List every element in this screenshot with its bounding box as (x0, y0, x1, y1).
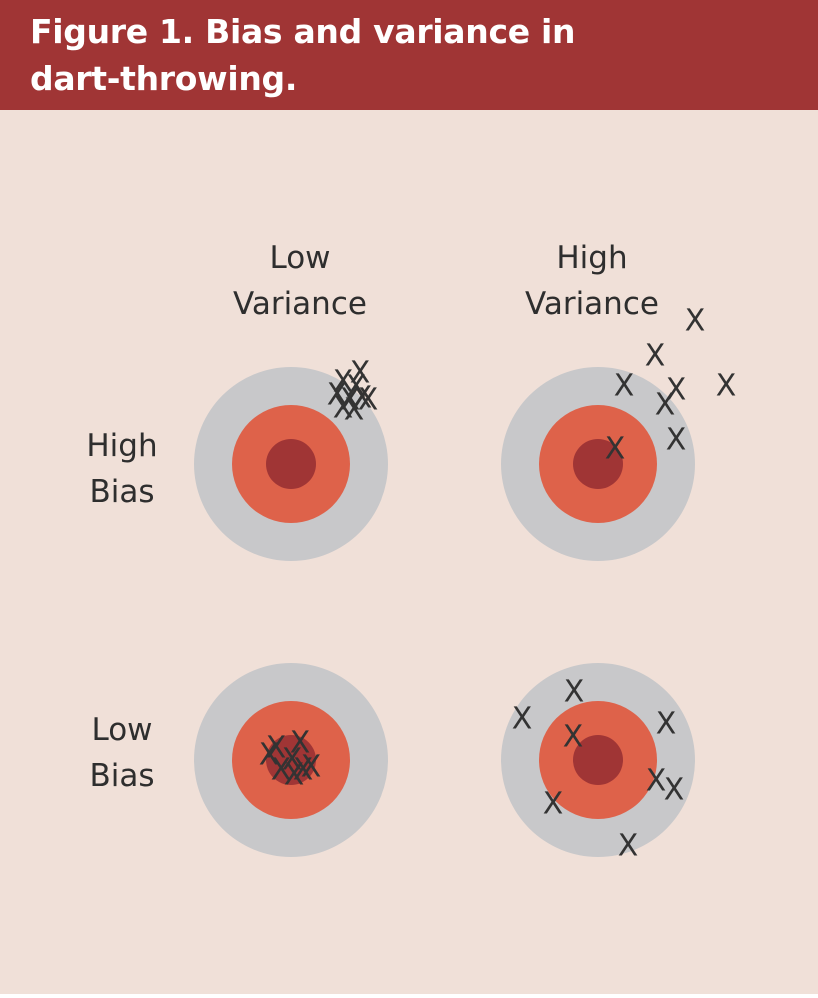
row-label-high-bias: High Bias (86, 428, 158, 510)
title-banner: Figure 1. Bias and variance in dart-thro… (0, 0, 818, 110)
dart-mark: X (358, 383, 379, 418)
dart-mark: X (543, 787, 564, 822)
figure-title-line-1: Figure 1. Bias and variance in (30, 12, 576, 51)
dart-mark: X (666, 373, 687, 408)
dart-mark: X (346, 370, 367, 405)
bullseye (266, 735, 316, 785)
dart-mark: X (290, 726, 311, 761)
bottom-rule (0, 994, 818, 998)
dart-mark: X (666, 423, 687, 458)
dart-mark: X (271, 753, 292, 788)
bullseye (573, 439, 623, 489)
dart-mark: X (327, 378, 348, 413)
dart-mark: X (664, 773, 685, 808)
dart-mark: X (656, 707, 677, 742)
dart-mark: X (350, 356, 371, 391)
dart-mark: X (333, 365, 354, 400)
dart-mark: X (344, 393, 365, 428)
dart-mark: X (284, 758, 305, 793)
dart-mark: X (512, 702, 533, 737)
dart-mark: X (605, 432, 626, 467)
dart-mark: X (301, 750, 322, 785)
bullseye (573, 735, 623, 785)
dart-mark: X (716, 369, 737, 404)
dart-mark: X (340, 383, 361, 418)
dart-mark: X (646, 764, 667, 799)
dart-mark: X (259, 738, 280, 773)
dart-mark: X (282, 743, 303, 778)
target-low-bias-low-variance: X XX XX XXX (194, 663, 388, 857)
dart-mark: X (685, 304, 706, 339)
dart-mark: X (352, 381, 373, 416)
column-label-low-variance: Low Variance (233, 240, 367, 322)
dart-mark: X (333, 391, 354, 426)
dart-mark: X (563, 720, 584, 755)
dart-mark: X (293, 753, 314, 788)
dart-mark: X (564, 675, 585, 710)
dart-mark: X (614, 369, 635, 404)
dart-mark: X (618, 829, 639, 864)
column-label-high-variance: High Variance (525, 240, 659, 322)
dart-mark: X (655, 388, 676, 423)
row-label-low-bias: Low Bias (89, 712, 155, 794)
dart-mark: X (266, 731, 287, 766)
figure-title: Figure 1. Bias and variance in dart-thro… (30, 8, 650, 102)
dart-mark: X (645, 339, 666, 374)
figure-title-line-2: dart-throwing. (30, 59, 298, 98)
bullseye (266, 439, 316, 489)
